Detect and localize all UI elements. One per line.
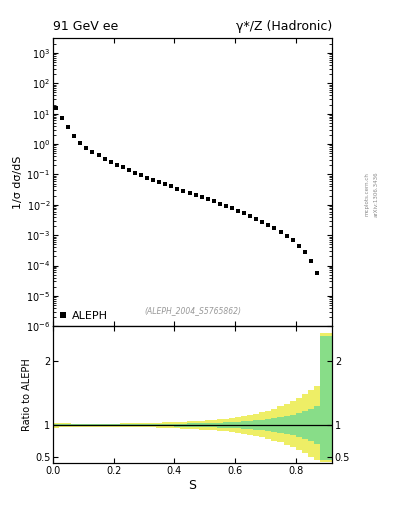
ALEPH: [266, 222, 271, 228]
ALEPH: [169, 183, 174, 189]
ALEPH: [108, 159, 113, 165]
Y-axis label: 1/σ dσ/dS: 1/σ dσ/dS: [13, 156, 23, 209]
Line: ALEPH: ALEPH: [54, 106, 320, 276]
ALEPH: [260, 219, 265, 225]
ALEPH: [163, 181, 168, 187]
ALEPH: [127, 167, 131, 173]
ALEPH: [211, 198, 216, 204]
ALEPH: [309, 258, 313, 264]
Text: γ*/Z (Hadronic): γ*/Z (Hadronic): [236, 20, 332, 33]
Text: 91 GeV ee: 91 GeV ee: [53, 20, 118, 33]
ALEPH: [54, 105, 59, 112]
ALEPH: [66, 124, 71, 131]
ALEPH: [272, 225, 277, 231]
ALEPH: [187, 189, 192, 196]
X-axis label: S: S: [189, 479, 196, 492]
ALEPH: [139, 172, 143, 178]
ALEPH: [303, 249, 307, 255]
Y-axis label: Ratio to ALEPH: Ratio to ALEPH: [22, 358, 32, 431]
ALEPH: [206, 196, 210, 202]
ALEPH: [248, 213, 253, 219]
ALEPH: [314, 270, 319, 276]
ALEPH: [120, 164, 125, 170]
ALEPH: [84, 145, 89, 151]
ALEPH: [193, 192, 198, 198]
ALEPH: [157, 179, 162, 185]
ALEPH: [102, 156, 107, 162]
Text: mcplots.cern.ch: mcplots.cern.ch: [365, 173, 370, 217]
ALEPH: [72, 133, 77, 139]
ALEPH: [145, 175, 149, 181]
ALEPH: [290, 237, 295, 243]
ALEPH: [217, 200, 222, 206]
ALEPH: [242, 210, 246, 216]
ALEPH: [181, 188, 186, 194]
ALEPH: [96, 153, 101, 159]
ALEPH: [132, 169, 137, 176]
ALEPH: [254, 216, 259, 222]
ALEPH: [236, 207, 241, 214]
ALEPH: [278, 229, 283, 235]
Legend: ALEPH: ALEPH: [59, 311, 108, 321]
ALEPH: [230, 205, 234, 211]
Text: arXiv:1306.3436: arXiv:1306.3436: [374, 172, 379, 218]
ALEPH: [199, 194, 204, 200]
ALEPH: [60, 115, 64, 121]
ALEPH: [175, 185, 180, 191]
ALEPH: [224, 203, 228, 209]
ALEPH: [90, 149, 95, 155]
ALEPH: [114, 162, 119, 168]
ALEPH: [284, 233, 289, 239]
ALEPH: [151, 177, 156, 183]
ALEPH: [296, 243, 301, 249]
Text: (ALEPH_2004_S5765862): (ALEPH_2004_S5765862): [144, 306, 241, 315]
ALEPH: [78, 140, 83, 146]
